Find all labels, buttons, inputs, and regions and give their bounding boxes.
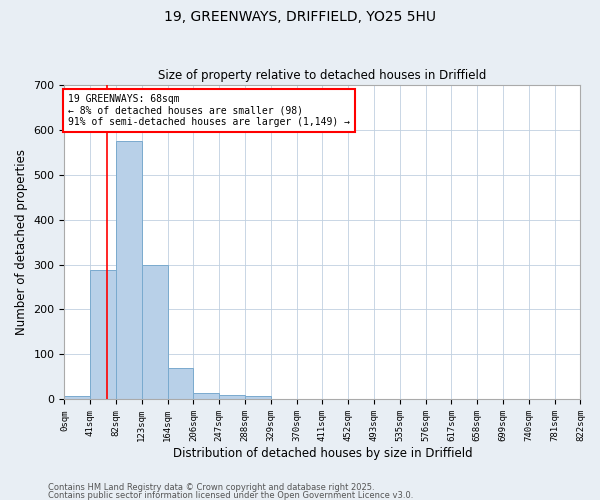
Bar xyxy=(167,368,193,400)
Bar xyxy=(219,395,245,400)
Title: Size of property relative to detached houses in Driffield: Size of property relative to detached ho… xyxy=(158,69,487,82)
Text: 19, GREENWAYS, DRIFFIELD, YO25 5HU: 19, GREENWAYS, DRIFFIELD, YO25 5HU xyxy=(164,10,436,24)
Text: Contains public sector information licensed under the Open Government Licence v3: Contains public sector information licen… xyxy=(48,490,413,500)
Bar xyxy=(64,396,90,400)
X-axis label: Distribution of detached houses by size in Driffield: Distribution of detached houses by size … xyxy=(173,447,472,460)
Bar xyxy=(245,396,271,400)
Bar xyxy=(142,264,167,400)
Text: 19 GREENWAYS: 68sqm
← 8% of detached houses are smaller (98)
91% of semi-detache: 19 GREENWAYS: 68sqm ← 8% of detached hou… xyxy=(68,94,350,127)
Bar xyxy=(90,270,116,400)
Bar xyxy=(116,141,142,400)
Bar xyxy=(193,392,219,400)
Text: Contains HM Land Registry data © Crown copyright and database right 2025.: Contains HM Land Registry data © Crown c… xyxy=(48,484,374,492)
Y-axis label: Number of detached properties: Number of detached properties xyxy=(15,149,28,335)
